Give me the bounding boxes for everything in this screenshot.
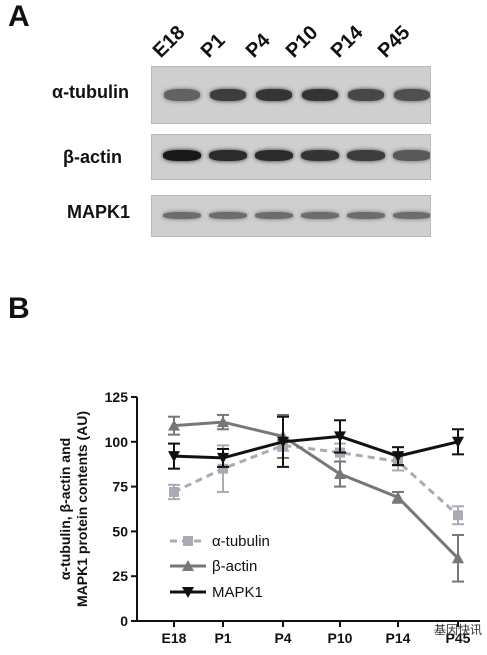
blot-band xyxy=(163,212,201,219)
blot-band xyxy=(255,150,293,161)
data-point xyxy=(452,436,464,448)
blot-band xyxy=(164,89,200,101)
series-line xyxy=(173,443,460,517)
data-point xyxy=(183,536,193,546)
blot-band xyxy=(394,89,430,101)
data-point xyxy=(452,552,464,564)
legend-entry: β-actin xyxy=(170,558,257,575)
x-tick-label: P1 xyxy=(214,630,231,646)
data-point xyxy=(169,486,179,497)
blot-band xyxy=(209,150,247,161)
blot-band xyxy=(210,89,246,101)
blot-band xyxy=(301,150,339,161)
blot-label-mapk1: MAPK1 xyxy=(67,202,131,222)
data-point xyxy=(334,468,346,480)
series-line xyxy=(173,420,460,560)
x-tick-label: P4 xyxy=(274,630,291,646)
y-tick-label: 100 xyxy=(105,434,129,450)
blot-label-tubulin: α-tubulin xyxy=(52,82,130,102)
data-point xyxy=(453,510,463,521)
legend-label: β-actin xyxy=(212,558,257,575)
y-tick-label: 75 xyxy=(112,479,128,495)
legend-entry: α-tubulin xyxy=(170,533,270,550)
data-point xyxy=(182,560,194,571)
western-blot-actin xyxy=(151,134,431,180)
data-point xyxy=(168,419,180,431)
data-point xyxy=(277,436,289,448)
y-axis-label: α-tubulin, β-actin andMAPK1 protein cont… xyxy=(57,411,90,607)
x-tick-label: P45 xyxy=(446,630,471,646)
legend-label: α-tubulin xyxy=(212,533,270,550)
y-axis-label-line: α-tubulin, β-actin and xyxy=(57,438,73,580)
x-tick-label: P14 xyxy=(386,630,411,646)
legend-label: MAPK1 xyxy=(212,584,263,601)
data-point xyxy=(392,451,404,463)
data-point xyxy=(182,587,194,598)
blot-band xyxy=(393,150,430,161)
x-tick-label: P10 xyxy=(328,630,353,646)
blot-band xyxy=(256,89,292,101)
x-tick-label: E18 xyxy=(162,630,187,646)
data-point xyxy=(217,452,229,464)
western-blot-tubulin xyxy=(151,66,431,124)
blot-band xyxy=(301,212,339,219)
data-point xyxy=(392,491,404,503)
series-2 xyxy=(168,415,464,470)
blot-band xyxy=(163,150,201,161)
blot-band xyxy=(347,150,385,161)
blot-band xyxy=(255,212,293,219)
data-point xyxy=(218,463,228,474)
series-0 xyxy=(168,439,464,526)
panel-a-letter: A xyxy=(8,0,30,33)
series-line xyxy=(173,434,459,460)
y-axis-label-line: MAPK1 protein contents (AU) xyxy=(74,411,90,607)
legend-entry: MAPK1 xyxy=(170,584,263,601)
blot-band xyxy=(393,212,430,219)
blot-band xyxy=(347,212,385,219)
y-tick-label: 0 xyxy=(120,613,128,629)
blot-band xyxy=(348,89,384,101)
blot-band xyxy=(209,212,247,219)
blot-band xyxy=(302,89,338,101)
western-blot-mapk1 xyxy=(151,195,431,237)
data-point xyxy=(334,431,346,443)
data-point xyxy=(217,416,229,428)
data-point xyxy=(168,451,180,463)
watermark-text: 基因快讯 xyxy=(434,623,482,637)
blot-label-actin: β-actin xyxy=(63,147,122,167)
y-tick-label: 50 xyxy=(112,523,128,539)
y-tick-label: 25 xyxy=(112,568,128,584)
y-tick-label: 125 xyxy=(105,389,129,405)
series-1 xyxy=(168,413,464,583)
panel-b-letter: B xyxy=(8,292,30,325)
